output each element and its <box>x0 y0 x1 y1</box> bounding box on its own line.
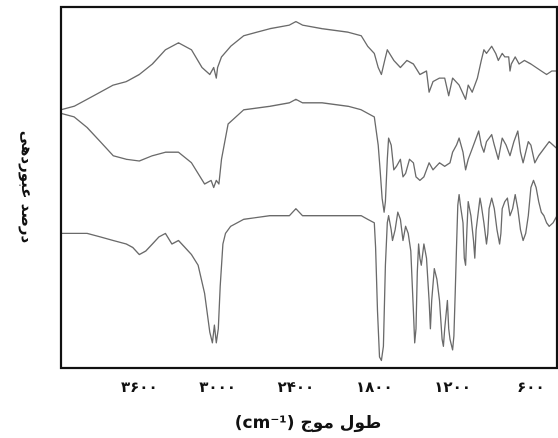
spectrum-line-3 <box>61 179 558 362</box>
x-tick-label: ۳۶۰۰ <box>121 378 158 396</box>
x-axis-label: طول موج (cm⁻¹) <box>235 413 381 433</box>
x-tick-label: ۲۴۰۰ <box>278 378 315 396</box>
spectrum-line-2 <box>60 98 558 213</box>
plot-series <box>60 20 558 362</box>
x-tick-label: ۶۰۰ <box>517 378 544 396</box>
x-tick-label: ۱۸۰۰ <box>356 378 393 396</box>
x-tick-label: ۱۲۰۰ <box>434 378 471 396</box>
spectrum-line-1 <box>60 20 557 111</box>
plot-frame <box>59 5 558 370</box>
x-tick-label: ۳۰۰۰ <box>199 378 236 396</box>
x-tick-labels: ۳۶۰۰ ۳۰۰۰ ۲۴۰۰ ۱۸۰۰ ۱۲۰۰ ۶۰۰ <box>121 378 545 396</box>
y-axis-label: درصد عبوردهی <box>18 131 36 244</box>
